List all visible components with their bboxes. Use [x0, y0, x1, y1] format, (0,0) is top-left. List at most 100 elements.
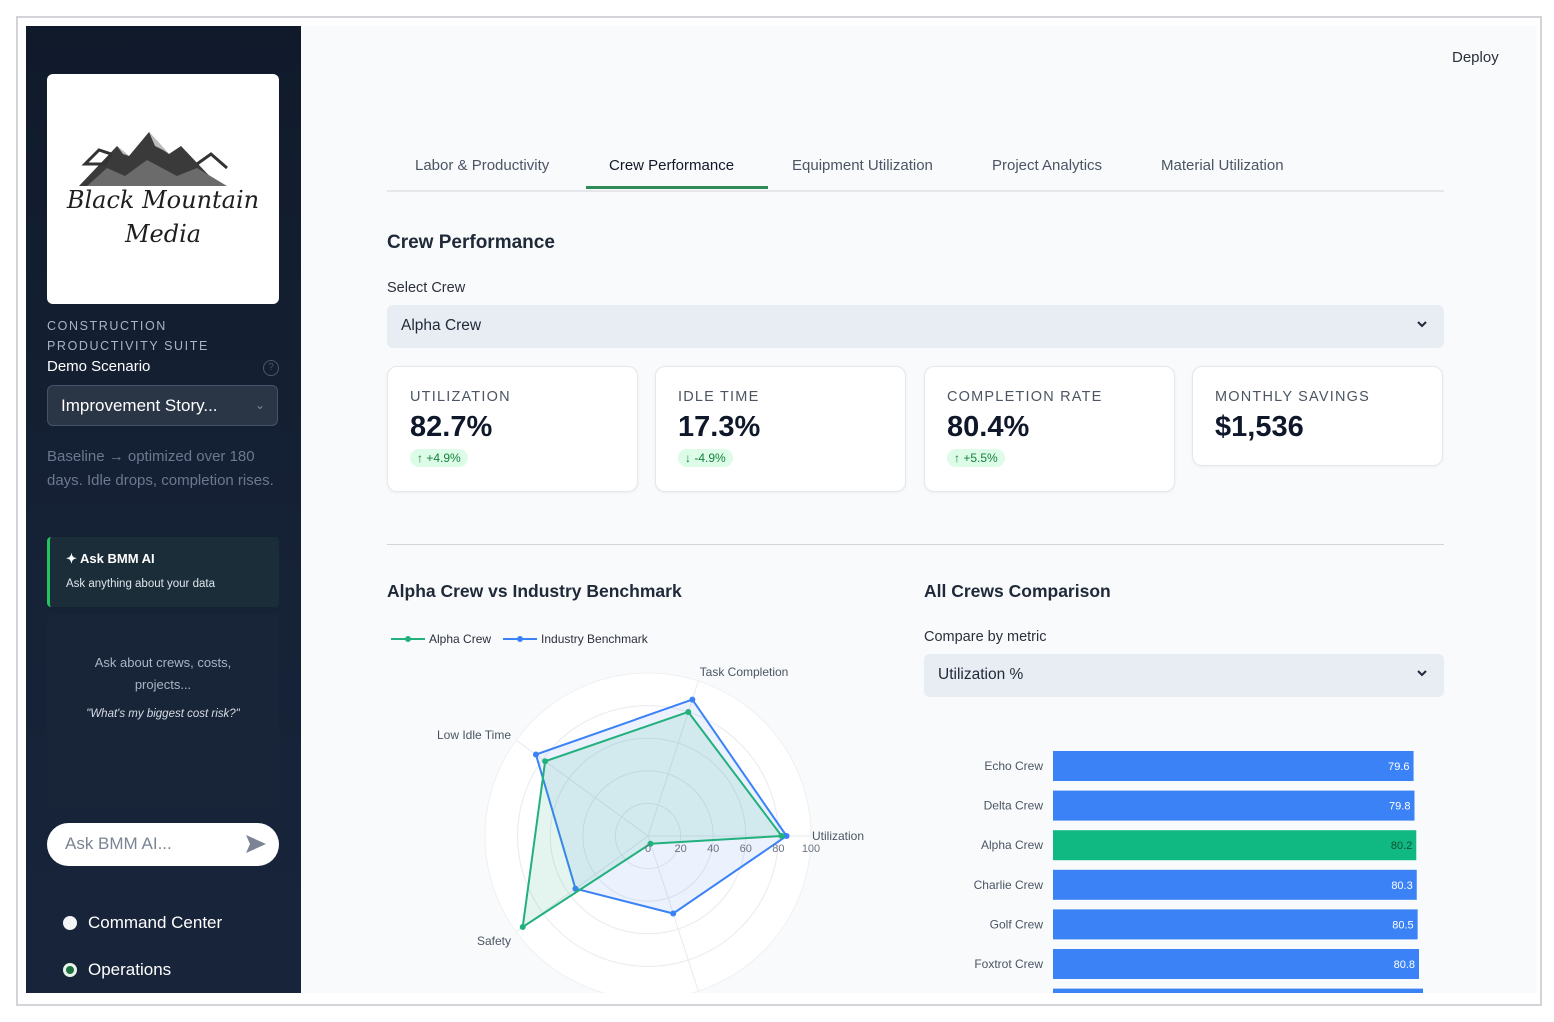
radar-chart-title: Alpha Crew vs Industry Benchmark: [387, 581, 682, 601]
bar: [1053, 830, 1417, 861]
ask-ai-placeholder: Ask BMM AI...: [65, 834, 172, 853]
chevron-down-icon: ⌄: [254, 398, 265, 412]
radar-legend: Alpha Crew Industry Benchmark: [391, 632, 660, 646]
radar-point: [519, 924, 526, 931]
bar-partial: [1053, 988, 1423, 993]
bar-value-label: 80.2: [1391, 840, 1412, 852]
metric-select-value: Utilization %: [938, 666, 1024, 683]
nav-label: Command Center: [88, 913, 223, 932]
legend-label: Alpha Crew: [429, 632, 492, 646]
kpi-card-idle-time: IDLE TIME 17.3% ↓ -4.9%: [655, 366, 906, 492]
radar-point: [685, 708, 692, 715]
nav-item-operations[interactable]: Operations: [63, 960, 171, 980]
bar-value-label: 80.8: [1394, 959, 1415, 971]
radio-selected-icon: [63, 963, 77, 977]
tab-project-analytics[interactable]: Project Analytics: [992, 157, 1103, 174]
bar: [1053, 909, 1418, 940]
kpi-label: COMPLETION RATE: [947, 389, 1103, 405]
select-crew-label: Select Crew: [387, 280, 466, 296]
legend-item-alpha[interactable]: Alpha Crew: [391, 632, 491, 646]
chat-history: Ask about crews, costs, projects... "Wha…: [47, 614, 279, 806]
logo-text-line1: Black Mountain: [66, 186, 260, 214]
chevron-down-icon: [1417, 670, 1427, 677]
bar-value-label: 80.3: [1391, 880, 1412, 892]
tab-crew-performance[interactable]: Crew Performance: [609, 157, 735, 174]
tab-equipment-utilization[interactable]: Equipment Utilization: [792, 157, 933, 174]
bar-category-label: Foxtrot Crew: [974, 957, 1043, 971]
radar-axis-label: Task Completion: [700, 665, 789, 679]
section-divider: [387, 544, 1444, 545]
sidebar: Black Mountain Media CONSTRUCTION PRODUC…: [26, 26, 301, 993]
demo-scenario-label: Demo Scenario: [47, 358, 151, 375]
radar-tick-label: 40: [707, 843, 719, 855]
radar-spoke: [647, 680, 699, 837]
radar-tick-label: 80: [772, 843, 784, 855]
kpi-card-monthly-savings: MONTHLY SAVINGS $1,536: [1192, 366, 1443, 466]
radar-axis-label: Utilization: [812, 829, 864, 843]
logo-text-line2: Media: [124, 220, 202, 248]
kpi-label: IDLE TIME: [678, 389, 760, 405]
metric-select[interactable]: Utilization %: [924, 654, 1444, 697]
kpi-value: 17.3%: [678, 411, 761, 443]
radar-series-1: [534, 698, 788, 915]
bar: [1053, 790, 1415, 821]
mountain-logo-icon: [79, 132, 228, 186]
radar-point: [532, 751, 539, 758]
legend-line-benchmark-icon: [503, 636, 538, 642]
bar-value-label: 79.6: [1388, 761, 1409, 773]
compare-metric-label: Compare by metric: [924, 629, 1047, 645]
deploy-button[interactable]: Deploy: [1452, 49, 1499, 66]
kpi-label: MONTHLY SAVINGS: [1215, 389, 1370, 405]
scenario-value: Improvement Story...: [61, 396, 218, 415]
radar-point: [670, 910, 677, 917]
nav-label: Operations: [88, 960, 172, 979]
bar-category-label: Delta Crew: [984, 799, 1044, 813]
comparison-chart-title: All Crews Comparison: [924, 581, 1111, 601]
bar: [1053, 751, 1414, 781]
section-title: Crew Performance: [387, 232, 555, 253]
crew-comparison-bar-chart: Echo Crew 79.6 Delta Crew 79.8 Alpha Crew 80.…: [974, 751, 1423, 993]
kpi-delta-badge: ↑ +5.5%: [947, 449, 1005, 467]
chat-hint: Ask about crews, costs, projects...: [94, 655, 232, 692]
kpi-value: $1,536: [1215, 411, 1304, 443]
company-logo: Black Mountain Media: [47, 74, 279, 304]
radar-point: [542, 758, 549, 765]
ask-ai-title: ✦ Ask BMM AI: [66, 551, 155, 566]
ask-ai-subtitle: Ask anything about your data: [66, 578, 215, 590]
tab-bar: Labor & Productivity Crew Performance Eq…: [387, 146, 1444, 192]
bar-value-label: 79.8: [1389, 801, 1410, 813]
radar-tick-label: 0: [645, 843, 651, 855]
kpi-value: 80.4%: [947, 411, 1030, 443]
nav-item-command-center[interactable]: Command Center: [63, 913, 222, 933]
send-icon[interactable]: [245, 834, 267, 854]
radar-tick-label: 20: [674, 843, 686, 855]
bar: [1053, 949, 1419, 979]
legend-label: Industry Benchmark: [541, 632, 648, 646]
radar-tick-label: 60: [740, 843, 752, 855]
ask-ai-card: ✦ Ask BMM AI Ask anything about your dat…: [47, 537, 279, 607]
bar-category-label: Golf Crew: [990, 917, 1044, 931]
kpi-label: UTILIZATION: [410, 389, 511, 405]
bar-category-label: Alpha Crew: [981, 838, 1043, 852]
active-tab-indicator: [586, 186, 768, 189]
legend-item-benchmark[interactable]: Industry Benchmark: [503, 632, 648, 646]
kpi-card-completion-rate: COMPLETION RATE 80.4% ↑ +5.5%: [924, 366, 1175, 492]
scenario-select[interactable]: Improvement Story... ⌄: [47, 385, 278, 426]
ask-ai-input[interactable]: Ask BMM AI...: [47, 823, 279, 866]
kpi-delta-badge: ↓ -4.9%: [678, 449, 733, 467]
legend-line-alpha-icon: [391, 636, 425, 642]
radar-point: [778, 833, 785, 839]
radar-point: [647, 840, 654, 847]
radar-axis-label: Low Idle Time: [437, 728, 511, 742]
radar-series-0: [521, 710, 784, 930]
tab-labor-productivity[interactable]: Labor & Productivity: [415, 157, 550, 174]
bar-value-label: 80.5: [1392, 919, 1413, 931]
suite-label: CONSTRUCTION PRODUCTIVITY SUITE: [47, 319, 209, 353]
bar-category-label: Charlie Crew: [974, 878, 1044, 892]
help-icon[interactable]: ?: [263, 360, 279, 376]
crew-select[interactable]: Alpha Crew: [387, 305, 1444, 348]
radar-point: [783, 833, 790, 839]
scenario-description: Baseline → optimized over 180 days. Idle…: [47, 448, 274, 489]
radio-icon: [63, 916, 77, 930]
tab-material-utilization[interactable]: Material Utilization: [1161, 157, 1284, 174]
